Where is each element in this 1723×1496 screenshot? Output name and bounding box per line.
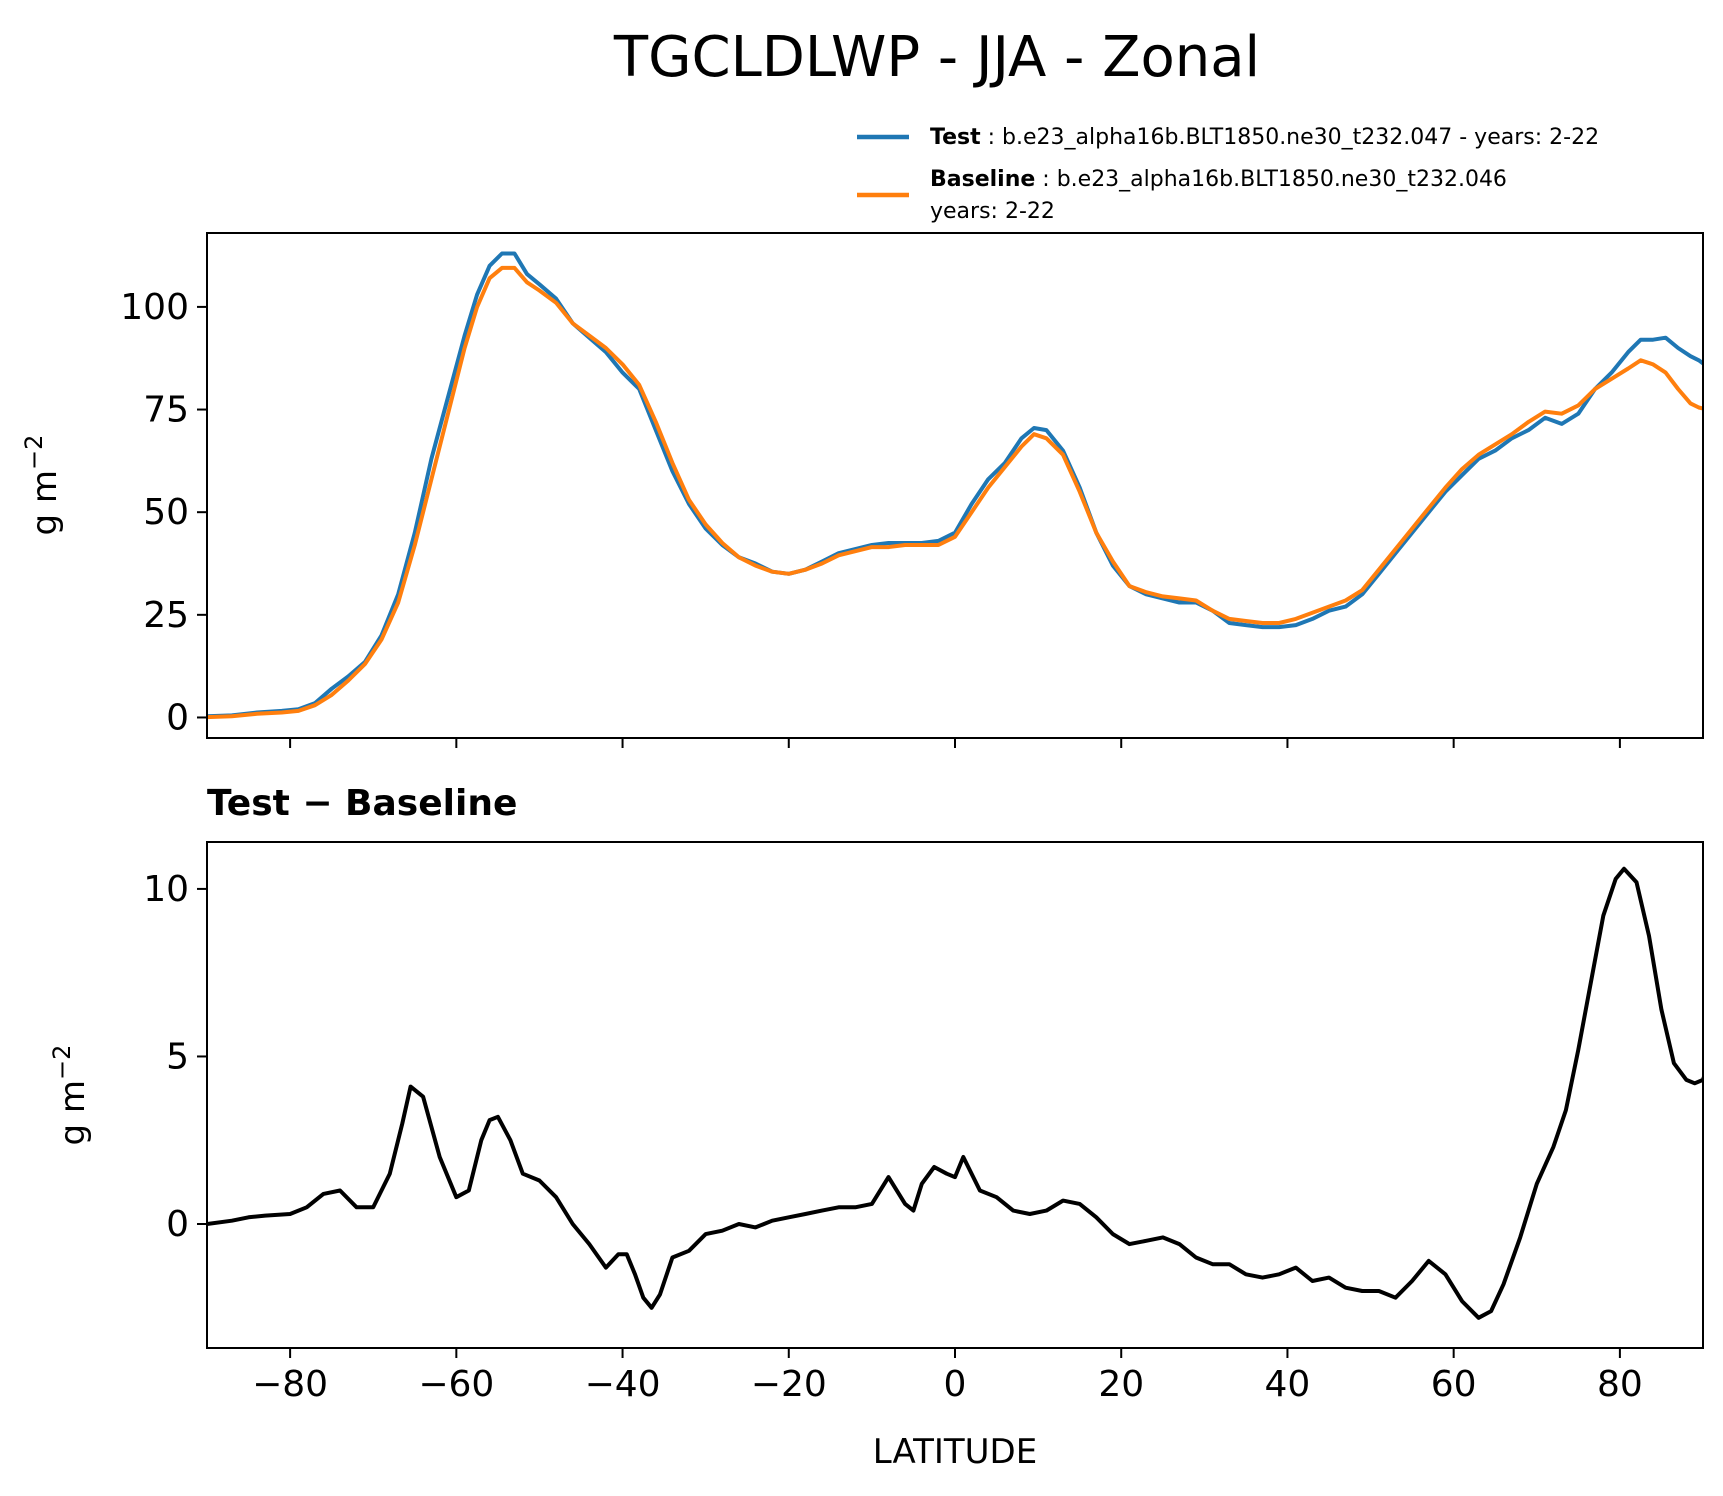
legend-baseline-name: Baseline <box>930 167 1035 192</box>
axes-top-frame <box>206 232 1704 739</box>
axes-top-ylabel: g m−2 <box>20 435 65 536</box>
bottom-ytick-label: 0 <box>166 1204 189 1245</box>
axes-bottom: Test − Baseline 0 5 10 −80 −60 −40 −20 0 20 40 60 8… <box>48 783 1704 1472</box>
series-line-test-baseline <box>207 866 1703 1320</box>
bottom-xtick-label: 60 <box>1431 1364 1477 1405</box>
legend-baseline-entry: Baseline : b.e23_alpha16b.BLT1850.ne30_t… <box>930 167 1507 192</box>
legend-test-name: Test <box>930 125 981 150</box>
legend-baseline-years: years: 2-22 <box>930 199 1055 224</box>
bottom-xtick-label: −20 <box>751 1364 827 1405</box>
legend-baseline-label: : b.e23_alpha16b.BLT1850.ne30_t232.046 <box>1035 167 1507 192</box>
legend: Test : b.e23_alpha16b.BLT1850.ne30_t232.… <box>857 125 1599 224</box>
axes-bottom-frame <box>206 841 1704 1349</box>
axes-top-lines <box>207 251 1703 720</box>
bottom-xtick-label: 40 <box>1265 1364 1311 1405</box>
legend-test-label: : b.e23_alpha16b.BLT1850.ne30_t232.047 -… <box>981 125 1599 150</box>
bottom-xtick-label: 80 <box>1597 1364 1643 1405</box>
axes-bottom-ylabel: g m−2 <box>48 1045 93 1146</box>
figure-title: TGCLDLWP - JJA - Zonal <box>613 25 1260 90</box>
axes-top: 0 25 50 75 100 g m−2 <box>20 232 1704 748</box>
axes-top-ticks: 0 25 50 75 100 <box>120 287 1621 748</box>
top-ytick-label: 50 <box>143 492 189 533</box>
series-line-baseline <box>207 265 1703 720</box>
bottom-ytick-label: 10 <box>143 869 189 910</box>
top-ytick-label: 25 <box>143 595 189 636</box>
bottom-ytick-label: 5 <box>166 1036 189 1077</box>
axes-bottom-ticks: 0 5 10 −80 −60 −40 −20 0 20 40 60 80 <box>143 869 1643 1405</box>
axes-bottom-title: Test − Baseline <box>207 783 517 824</box>
top-ytick-label: 75 <box>143 390 189 431</box>
bottom-xtick-label: 20 <box>1098 1364 1144 1405</box>
bottom-xtick-label: −40 <box>585 1364 661 1405</box>
bottom-xtick-label: −60 <box>418 1364 494 1405</box>
top-ytick-label: 100 <box>120 287 189 328</box>
top-ytick-label: 0 <box>166 697 189 738</box>
legend-test-entry: Test : b.e23_alpha16b.BLT1850.ne30_t232.… <box>930 125 1599 150</box>
series-line-test <box>207 251 1703 719</box>
bottom-xtick-label: −80 <box>252 1364 328 1405</box>
bottom-xtick-label: 0 <box>944 1364 967 1405</box>
axes-bottom-xlabel: LATITUDE <box>873 1432 1037 1472</box>
axes-bottom-lines <box>207 866 1703 1320</box>
